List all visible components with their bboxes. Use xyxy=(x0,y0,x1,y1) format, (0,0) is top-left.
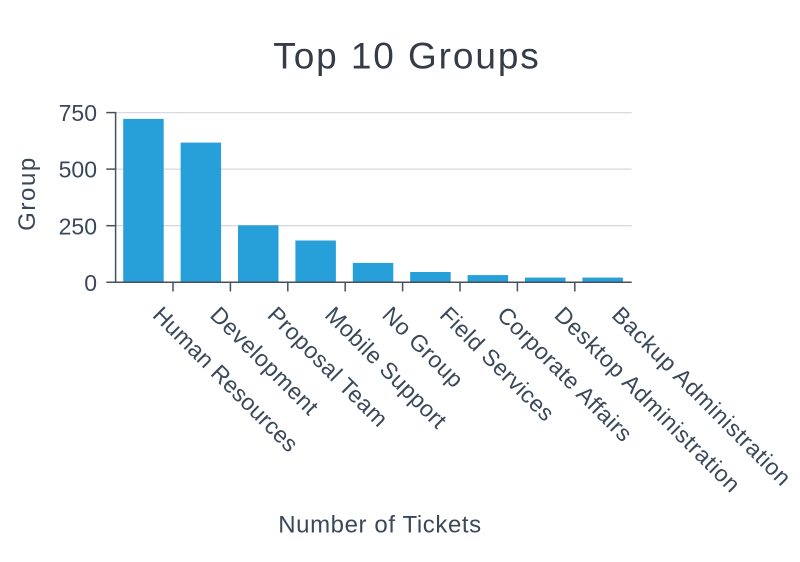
svg-text:750: 750 xyxy=(59,100,97,126)
svg-text:Number of Tickets: Number of Tickets xyxy=(278,511,482,538)
svg-text:Group: Group xyxy=(14,156,41,231)
svg-text:250: 250 xyxy=(59,213,97,239)
svg-text:0: 0 xyxy=(84,270,97,296)
svg-text:Top 10 Groups: Top 10 Groups xyxy=(273,35,540,76)
svg-text:500: 500 xyxy=(59,157,97,183)
